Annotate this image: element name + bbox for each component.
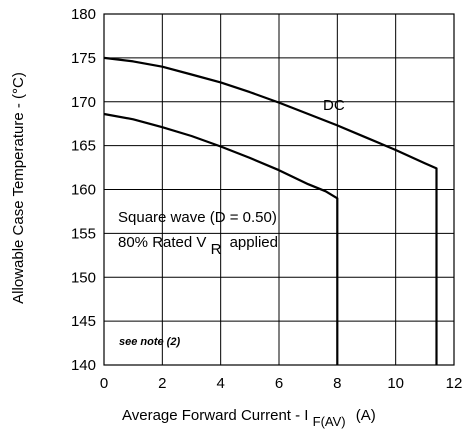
- series-square-wave-line: [103, 112, 339, 365]
- y-tick-label: 160: [71, 182, 96, 199]
- x-axis-label: Average Forward Current - I F(AV) (A): [122, 407, 376, 430]
- y-tick-label: 150: [71, 269, 96, 286]
- x-tick-label: 10: [387, 375, 404, 392]
- x-axis-label-unit: (A): [356, 407, 376, 424]
- x-tick-label: 0: [100, 375, 108, 392]
- square-wave-label: Square wave (D = 0.50): [118, 209, 277, 226]
- x-axis-label-sub: F(AV): [313, 414, 346, 429]
- x-tick-label: 2: [158, 375, 166, 392]
- y-tick-label: 155: [71, 225, 96, 242]
- series-lines: [103, 56, 438, 365]
- tick-labels: 0 2 4 6 8 10 12 140 145 150 155 160 165 170 175 180: [71, 6, 462, 392]
- rated-voltage-label: 80% Rated V R applied: [118, 234, 278, 258]
- rated-prefix: 80% Rated V: [118, 234, 206, 251]
- rated-suffix: applied: [230, 234, 278, 251]
- y-tick-label: 175: [71, 50, 96, 67]
- series-dc-line: [103, 56, 438, 365]
- dc-series-label: DC: [323, 97, 345, 114]
- y-tick-label: 170: [71, 94, 96, 111]
- y-tick-label: 165: [71, 138, 96, 155]
- y-tick-label: 140: [71, 357, 96, 374]
- x-tick-label: 8: [333, 375, 341, 392]
- y-tick-label: 145: [71, 313, 96, 330]
- y-axis-label: Allowable Case Temperature - (°C): [10, 72, 27, 304]
- note-label: see note (2): [119, 336, 180, 348]
- plot-frame: [103, 13, 455, 366]
- x-axis-label-main: Average Forward Current - I: [122, 407, 308, 424]
- x-tick-label: 4: [216, 375, 224, 392]
- x-tick-label: 6: [275, 375, 283, 392]
- x-tick-label: 12: [446, 375, 463, 392]
- rated-subscript: R: [211, 241, 222, 258]
- y-tick-label: 180: [71, 6, 96, 23]
